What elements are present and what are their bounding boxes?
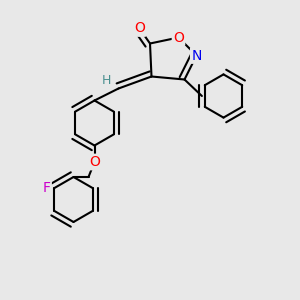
- Text: N: N: [191, 49, 202, 62]
- Text: F: F: [43, 181, 50, 195]
- Text: O: O: [173, 31, 184, 44]
- Text: H: H: [102, 74, 111, 88]
- Text: O: O: [134, 22, 145, 35]
- Text: O: O: [89, 155, 100, 169]
